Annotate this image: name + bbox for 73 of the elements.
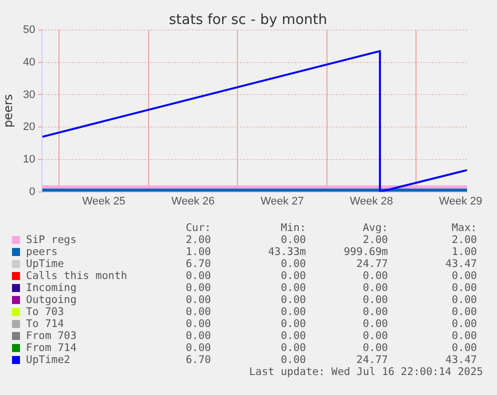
text: 0.00 bbox=[280, 294, 306, 306]
text: 24.77 bbox=[356, 258, 388, 270]
x-tick-label: Week 27 bbox=[260, 195, 304, 208]
text: 0.00 bbox=[280, 270, 306, 282]
text: 0.00 bbox=[362, 294, 388, 306]
y-tick-label: 10 bbox=[22, 153, 36, 166]
text: 43.33m bbox=[268, 246, 306, 258]
text: 43.47 bbox=[445, 258, 477, 270]
text: 0.00 bbox=[186, 294, 211, 306]
text: 0.00 bbox=[280, 258, 306, 270]
text: 0.00 bbox=[362, 282, 388, 294]
legend-label: Outgoing bbox=[26, 294, 77, 306]
text: 0.00 bbox=[186, 342, 211, 354]
text: 0.00 bbox=[452, 306, 477, 318]
legend-label: Incoming bbox=[26, 282, 77, 294]
text: Cur: bbox=[186, 222, 211, 234]
text: Max: bbox=[452, 222, 477, 234]
text: 6.70 bbox=[186, 258, 211, 270]
text: 0.00 bbox=[186, 306, 211, 318]
text: 0.00 bbox=[186, 282, 211, 294]
text: 0.00 bbox=[280, 306, 306, 318]
text: 0.00 bbox=[186, 330, 211, 342]
text: 0.00 bbox=[452, 294, 477, 306]
y-tick-label: 50 bbox=[22, 24, 36, 36]
legend-label: UpTime bbox=[26, 258, 64, 270]
text: Avg: bbox=[362, 222, 388, 234]
text: 0.00 bbox=[362, 318, 388, 330]
y-axis-title: peers bbox=[1, 94, 15, 128]
text: 2.00 bbox=[186, 234, 211, 246]
legend-label: peers bbox=[26, 246, 58, 258]
text: 0.00 bbox=[452, 342, 477, 354]
x-tick-label: Week 26 bbox=[171, 195, 215, 208]
legend-label: UpTime2 bbox=[26, 354, 70, 366]
y-tick-label: 20 bbox=[22, 121, 36, 134]
text: 2.00 bbox=[452, 234, 477, 246]
text: 0.00 bbox=[452, 270, 477, 282]
text: 24.77 bbox=[356, 354, 388, 366]
x-tick-label: Week 25 bbox=[82, 195, 126, 208]
text: 0.00 bbox=[452, 318, 477, 330]
x-tick-label: Week 28 bbox=[350, 195, 394, 208]
text: Min: bbox=[280, 222, 306, 234]
text: 0.00 bbox=[186, 318, 211, 330]
x-tick-label: Week 29 bbox=[439, 195, 482, 208]
y-tick-label: 40 bbox=[22, 56, 36, 68]
text: 2.00 bbox=[362, 234, 388, 246]
text: 1.00 bbox=[452, 246, 477, 258]
text: 0.00 bbox=[186, 270, 211, 282]
legend-label: From 714 bbox=[26, 342, 77, 354]
text: 0.00 bbox=[362, 306, 388, 318]
legend-label: From 703 bbox=[26, 330, 77, 342]
y-tick-label: 30 bbox=[22, 88, 36, 101]
text: 43.47 bbox=[445, 354, 477, 366]
text: 0.00 bbox=[362, 342, 388, 354]
text: 6.70 bbox=[186, 354, 211, 366]
text: 0.00 bbox=[280, 342, 306, 354]
text: 1.00 bbox=[186, 246, 211, 258]
text: 0.00 bbox=[280, 234, 306, 246]
text: 0.00 bbox=[280, 318, 306, 330]
text: 999.69m bbox=[344, 246, 388, 258]
text: 0.00 bbox=[280, 330, 306, 342]
text: 0.00 bbox=[362, 270, 388, 282]
legend-label: Calls this month bbox=[26, 270, 128, 282]
legend-label: To 714 bbox=[26, 318, 64, 330]
text: Last update: Wed Jul 16 22:00:14 2025 bbox=[249, 366, 483, 378]
text: 0.00 bbox=[452, 282, 477, 294]
text: 0.00 bbox=[280, 354, 306, 366]
legend-label: SiP regs bbox=[26, 234, 77, 246]
legend-label: To 703 bbox=[26, 306, 64, 318]
y-tick-label: 0 bbox=[29, 186, 36, 198]
chart-title: stats for sc - by month bbox=[168, 12, 328, 28]
text: 0.00 bbox=[452, 330, 477, 342]
text: 0.00 bbox=[280, 282, 306, 294]
text: 0.00 bbox=[362, 330, 388, 342]
